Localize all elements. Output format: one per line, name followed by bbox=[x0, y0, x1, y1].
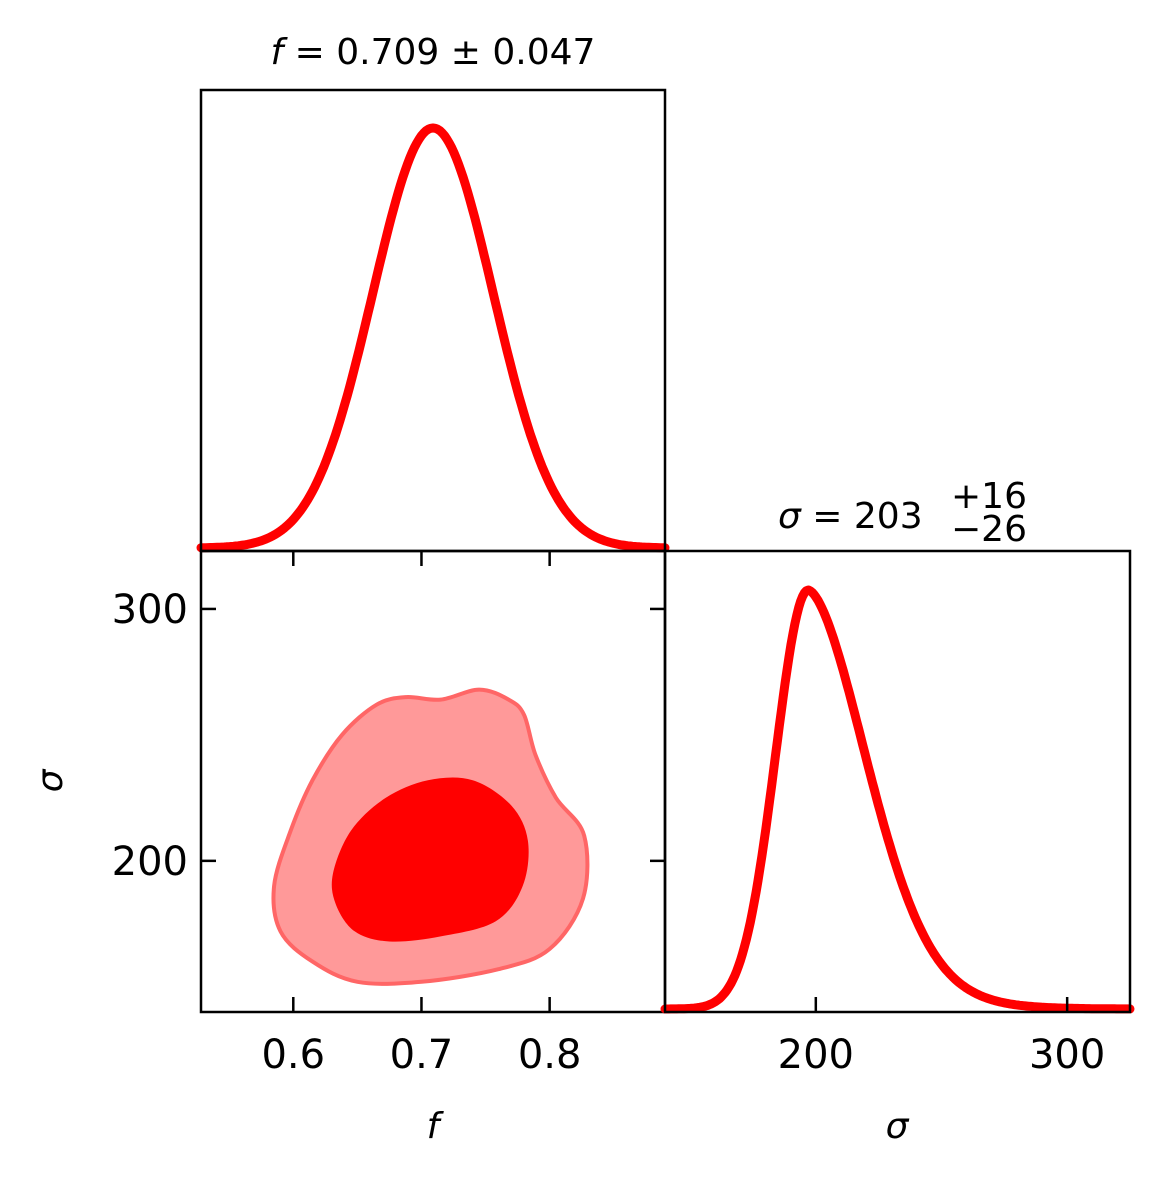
sigma-marginal-curve bbox=[660, 585, 1135, 1014]
f-marginal-frame bbox=[199, 88, 667, 553]
joint-x-tick-label-2: 0.8 bbox=[518, 1032, 582, 1078]
sigma-marginal-title: σ = 203 bbox=[778, 496, 923, 537]
f-marginal-title: f = 0.709 ± 0.047 bbox=[271, 32, 596, 73]
sigma-marginal-frame bbox=[663, 549, 1132, 1014]
x-axis-label-f: f bbox=[427, 1106, 445, 1147]
sigma-marginal-title-sup: +16 bbox=[951, 476, 1027, 517]
x-axis-label-sigma: σ bbox=[886, 1106, 910, 1147]
joint-y-tick-label-0: 300 bbox=[112, 587, 188, 633]
sigma-marginal-panel: 200 300 σ = 203 +16 −26 σ bbox=[660, 476, 1135, 1147]
f-marginal-curve bbox=[196, 123, 670, 553]
y-axis-label-sigma: σ bbox=[30, 768, 71, 792]
joint-panel: 0.6 0.7 0.8 300 200 f σ bbox=[30, 549, 667, 1147]
sigma-x-tick-label-0: 200 bbox=[778, 1032, 854, 1078]
sigma-marginal-title-sub: −26 bbox=[951, 509, 1027, 550]
sigma-x-tick-label-1: 300 bbox=[1029, 1032, 1105, 1078]
f-marginal-panel: f = 0.709 ± 0.047 bbox=[196, 32, 670, 566]
joint-y-tick-label-1: 200 bbox=[112, 839, 188, 885]
joint-x-tick-label-1: 0.7 bbox=[390, 1032, 454, 1078]
contour-inner bbox=[331, 777, 529, 942]
joint-x-tick-label-0: 0.6 bbox=[261, 1032, 325, 1078]
